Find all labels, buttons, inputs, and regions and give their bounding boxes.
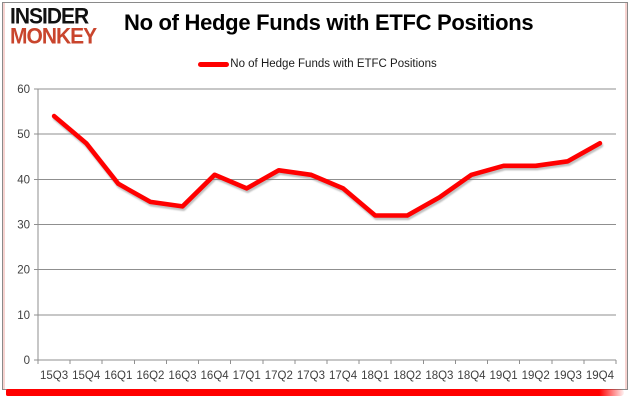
chart-legend: No of Hedge Funds with ETFC Positions [0,56,635,72]
logo-line-monkey: MONKEY [10,23,97,49]
logo-line-insider: INSIDER [10,4,89,29]
chart-title: No of Hedge Funds with ETFC Positions [124,10,534,35]
x-tick-label: 18Q3 [425,370,453,382]
x-tick-label: 16Q4 [201,370,230,382]
x-tick-label: 16Q1 [104,370,132,382]
y-tick-label: 10 [17,310,30,322]
x-tick-label: 17Q1 [233,370,261,382]
x-tick-label: 17Q3 [297,370,325,382]
x-tick-label: 16Q2 [136,370,164,382]
insider-monkey-logo: INSIDER MONKEY [10,4,97,49]
red-bottom-bar [6,389,624,396]
x-tick-label: 15Q3 [40,370,68,382]
y-tick-label: 30 [17,220,30,232]
x-tick-label: 19Q3 [554,370,582,382]
y-tick-label: 0 [24,355,30,367]
x-tick-label: 18Q4 [457,370,486,382]
x-tick-label: 16Q3 [168,370,196,382]
x-tick-label: 19Q2 [522,370,550,382]
series-line [51,113,603,218]
legend-line-sample [198,61,230,67]
grid-layer [34,88,617,364]
y-tick-label: 60 [17,84,30,96]
x-tick-label: 17Q4 [329,370,358,382]
series-layer [51,113,604,221]
y-tick-label: 50 [17,129,30,141]
chart-frame [2,2,628,390]
legend-label: No of Hedge Funds with ETFC Positions [230,58,437,70]
x-tick-label: 15Q4 [72,370,101,382]
y-tick-label: 20 [17,265,30,277]
x-tick-label: 18Q2 [393,370,421,382]
x-tick-label: 18Q1 [361,370,389,382]
y-tick-label: 40 [17,174,30,186]
x-tick-label: 19Q1 [490,370,518,382]
x-tick-label: 19Q4 [586,370,615,382]
x-tick-label: 17Q2 [265,370,293,382]
